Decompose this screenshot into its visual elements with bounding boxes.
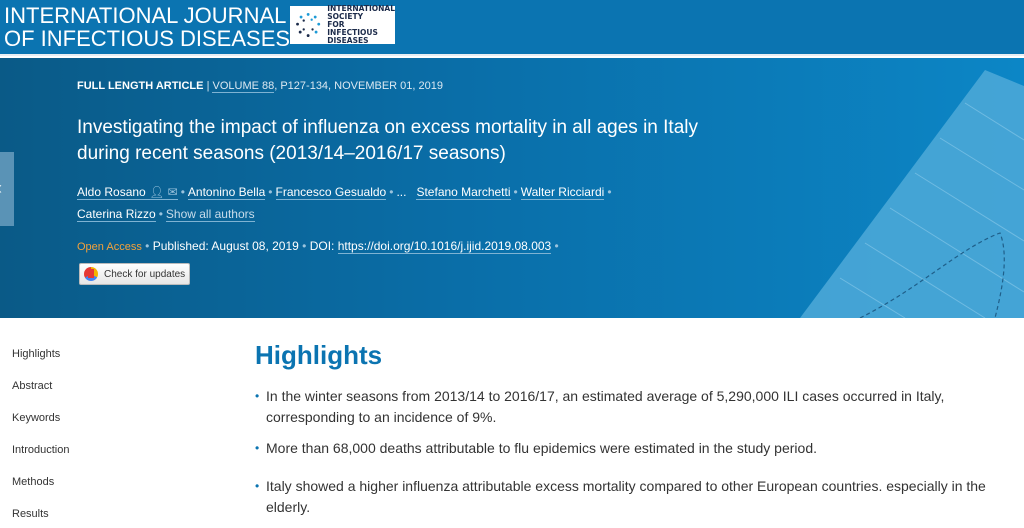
highlights-list: In the winter seasons from 2013/14 to 20…	[255, 386, 995, 518]
journal-title[interactable]: INTERNATIONAL JOURNAL OF INFECTIOUS DISEA…	[4, 3, 291, 51]
society-logo[interactable]: INTERNATIONAL SOCIETY FOR INFECTIOUS DISEAS…	[290, 5, 395, 45]
article-title: Investigating the impact of influenza on…	[77, 117, 698, 164]
author-link[interactable]: Walter Ricciardi	[520, 185, 605, 200]
author-link[interactable]: Stefano Marchetti	[416, 185, 511, 200]
check-for-updates-button[interactable]: Check for updates	[79, 263, 190, 285]
author-link[interactable]: Antonino Bella	[187, 185, 266, 200]
collapse-panel-button[interactable]: ‹	[0, 152, 14, 226]
article-banner: ‹ FULL LENGTH ARTICLE | VOLUME 88, P127-…	[0, 58, 1024, 318]
open-access-badge: Open Access	[77, 241, 142, 253]
list-item: Italy showed a higher influenza attribut…	[255, 476, 995, 518]
article-meta: FULL LENGTH ARTICLE | VOLUME 88, P127-13…	[77, 80, 443, 93]
nav-item-results[interactable]: Results	[12, 508, 49, 520]
author-list: Aldo Rosano 👤︎ ✉ • Antonino Bella • Francesc…	[77, 185, 612, 222]
publication-info: Open Access • Published: August 08, 2019…	[77, 239, 559, 254]
list-item: More than 68,000 deaths attributable to …	[255, 438, 995, 459]
volume-link[interactable]: VOLUME 88	[212, 80, 275, 93]
crossmark-icon	[84, 267, 98, 281]
nav-item-keywords[interactable]: Keywords	[12, 412, 61, 424]
chevron-left-icon: ‹	[0, 178, 2, 198]
email-icon[interactable]: ✉	[167, 185, 178, 199]
author-link[interactable]: Francesco Gesualdo	[275, 185, 387, 200]
decorative-chart-image	[800, 70, 1024, 318]
society-logo-icon	[296, 12, 321, 38]
section-nav: Highlights Abstract Keywords Introductio…	[12, 348, 69, 521]
nav-item-highlights[interactable]: Highlights	[12, 348, 61, 360]
person-icon: 👤︎	[149, 185, 165, 199]
doi-link[interactable]: https://doi.org/10.1016/j.ijid.2019.08.0…	[337, 239, 552, 254]
highlights-heading: Highlights	[255, 340, 383, 370]
author-link[interactable]: Caterina Rizzo	[77, 207, 156, 222]
list-item: In the winter seasons from 2013/14 to 20…	[255, 386, 995, 428]
nav-item-abstract[interactable]: Abstract	[12, 380, 53, 392]
nav-item-methods[interactable]: Methods	[12, 476, 55, 488]
nav-item-introduction[interactable]: Introduction	[12, 444, 70, 456]
journal-header: INTERNATIONAL JOURNAL OF INFECTIOUS DISEA…	[0, 0, 1024, 56]
author-link[interactable]: Aldo Rosano 👤︎ ✉	[77, 185, 178, 200]
show-all-authors-link[interactable]: Show all authors	[165, 207, 255, 222]
